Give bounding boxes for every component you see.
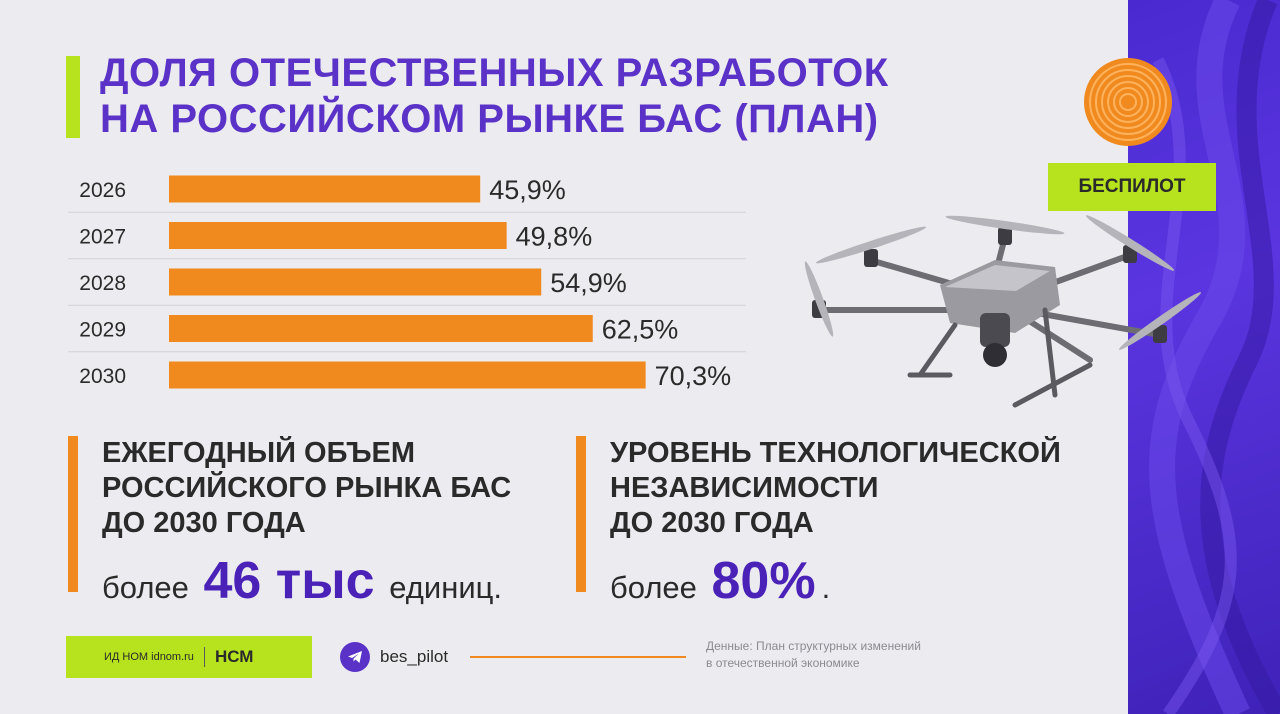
bar-chart: 2026 45,9% 2027 49,8% 2028 54,9% 2029 62,5% 2030… xyxy=(68,175,746,391)
telegram-icon xyxy=(340,642,370,672)
telegram-handle: bes_pilot xyxy=(380,647,449,666)
bar xyxy=(169,175,481,203)
category-label: 2026 xyxy=(79,179,126,202)
drone-illustration xyxy=(804,215,1202,408)
stat-tech-independence: УРОВЕНЬ ТЕХНОЛОГИЧЕСКОЙ НЕЗАВИСИМОСТИ ДО… xyxy=(576,436,1061,610)
stat-big-value: 80% xyxy=(711,552,816,610)
stat-heading: ЕЖЕГОДНЫЙ ОБЪЕМ РОССИЙСКОГО РЫНКА БАС ДО… xyxy=(102,436,511,541)
data-label: 49,8% xyxy=(516,222,593,252)
publisher-logo-text: НСМ xyxy=(214,647,254,666)
concentric-rings-logo-icon xyxy=(1084,58,1172,146)
title-line-1: ДОЛЯ ОТЕЧЕСТВЕННЫХ РАЗРАБОТОК xyxy=(100,51,889,95)
stat-heading-line: УРОВЕНЬ ТЕХНОЛОГИЧЕСКОЙ xyxy=(610,437,1061,469)
publisher-name: ИД НОМ idnom.ru xyxy=(104,651,194,663)
category-label: 2028 xyxy=(79,272,126,295)
source-line: Денные: План структурных изменений xyxy=(706,639,921,653)
title-accent-bar xyxy=(66,56,80,138)
category-label: 2029 xyxy=(79,319,126,342)
category-label: 2027 xyxy=(79,226,126,249)
stat-heading: УРОВЕНЬ ТЕХНОЛОГИЧЕСКОЙ НЕЗАВИСИМОСТИ ДО… xyxy=(610,436,1061,541)
stat-suffix: единиц. xyxy=(389,570,503,605)
bar xyxy=(169,222,507,249)
stat-prefix: более xyxy=(610,570,697,605)
source-note: Денные: План структурных изменений в оте… xyxy=(706,638,921,672)
stat-big-value: 46 тыс xyxy=(203,552,375,610)
telegram-link[interactable]: bes_pilot xyxy=(340,642,448,672)
bar xyxy=(169,361,646,389)
stat-suffix: . xyxy=(821,570,831,605)
stat-heading-line: ДО 2030 ГОДА xyxy=(102,507,306,539)
stat-market-volume: ЕЖЕГОДНЫЙ ОБЪЕМ РОССИЙСКОГО РЫНКА БАС ДО… xyxy=(68,436,511,610)
publisher-badge: ИД НОМ idnom.ru НСМ xyxy=(66,636,312,678)
stat-prefix: более xyxy=(102,570,189,605)
data-label: 62,5% xyxy=(602,315,679,345)
stat-value-line: более 46 тыс единиц. xyxy=(102,551,511,611)
title-line-2: НА РОССИЙСКОМ РЫНКЕ БАС (ПЛАН) xyxy=(100,97,879,141)
stat-heading-line: ЕЖЕГОДНЫЙ ОБЪЕМ xyxy=(102,437,416,469)
stat-heading-line: РОССИЙСКОГО РЫНКА БАС xyxy=(102,472,512,504)
publisher-divider xyxy=(203,647,205,667)
footer-divider-line xyxy=(470,656,686,658)
bar xyxy=(169,315,593,342)
data-label: 45,9% xyxy=(489,175,566,205)
source-line: в отечественной экономике xyxy=(706,656,860,670)
brand-badge: БЕСПИЛОТ xyxy=(1048,163,1216,211)
stat-heading-line: НЕЗАВИСИМОСТИ xyxy=(610,472,879,504)
bar xyxy=(169,268,542,296)
stat-value-line: более 80%. xyxy=(610,551,1061,611)
stat-heading-line: ДО 2030 ГОДА xyxy=(610,507,814,539)
page-title: ДОЛЯ ОТЕЧЕСТВЕННЫХ РАЗРАБОТОК НА РОССИЙС… xyxy=(100,50,889,142)
category-label: 2030 xyxy=(79,365,126,388)
data-label: 54,9% xyxy=(550,268,627,298)
data-label: 70,3% xyxy=(655,361,732,391)
